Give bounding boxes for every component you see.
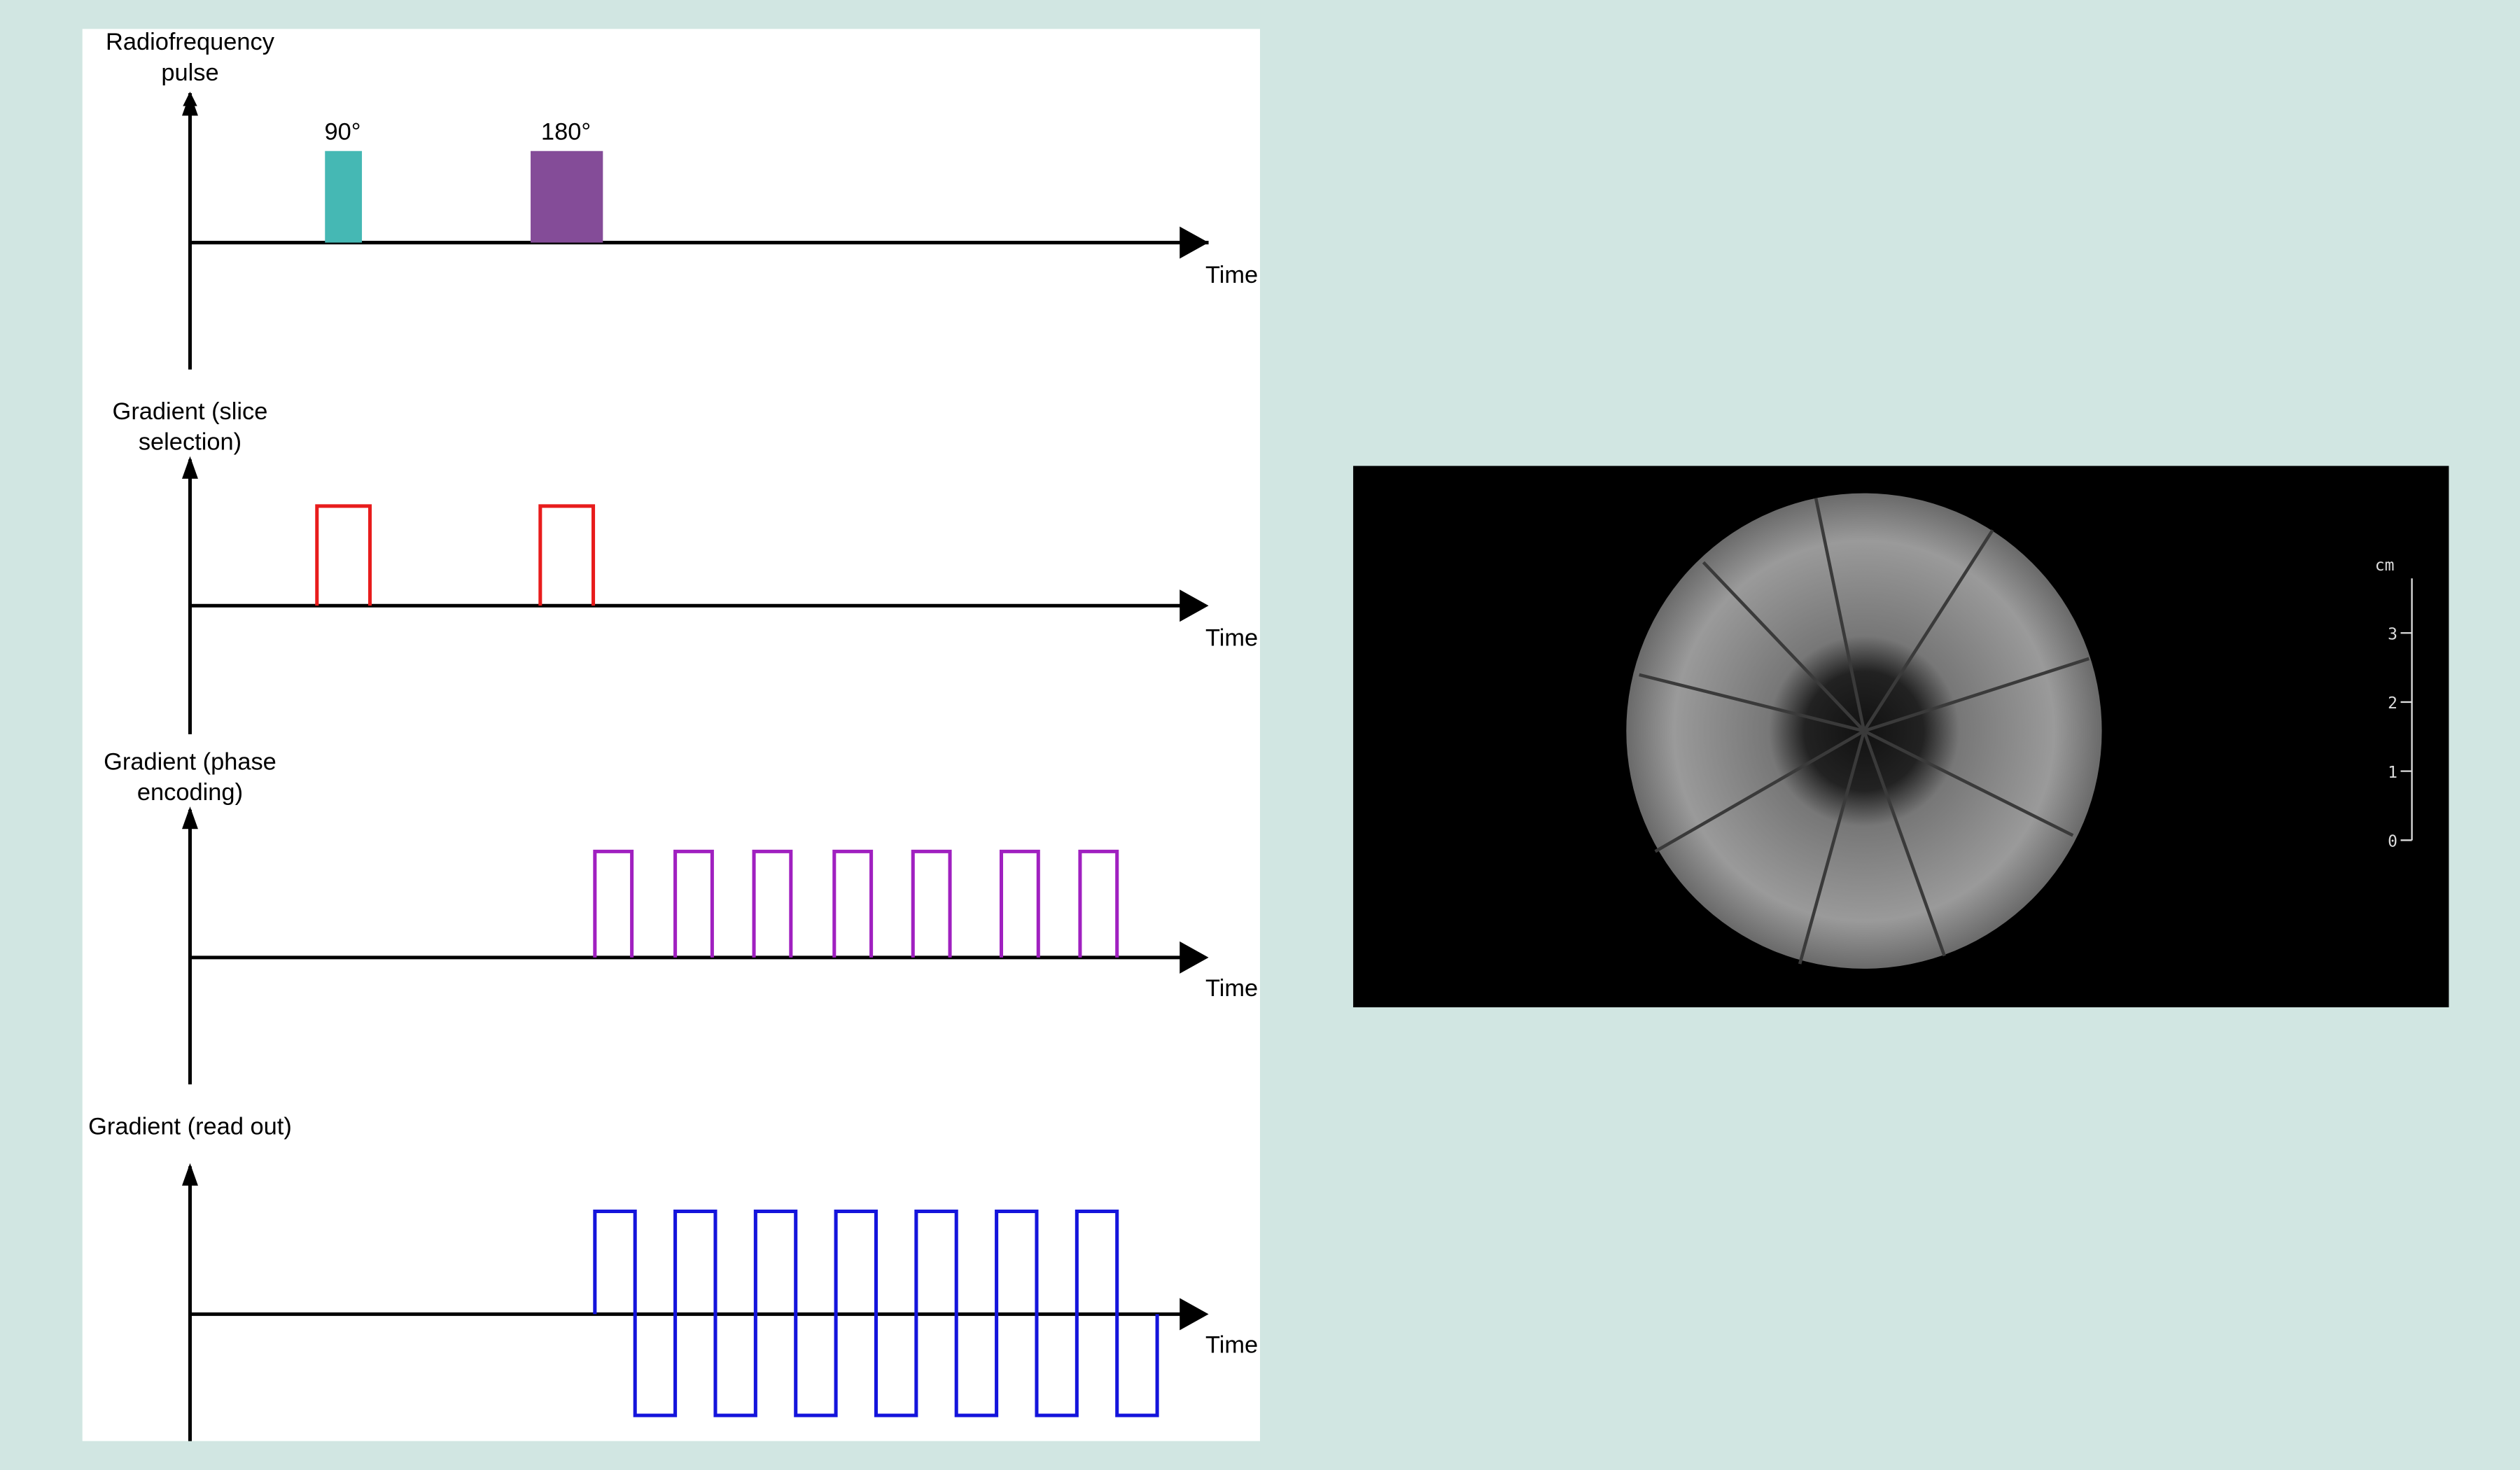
time-label: Time xyxy=(1205,625,1258,652)
scale-label: 3 xyxy=(2388,625,2398,643)
segment-lines xyxy=(1639,498,2090,965)
arrow xyxy=(182,456,198,479)
pulse-90 xyxy=(325,150,363,243)
phase-gradient xyxy=(593,849,1119,958)
readout-panel: Gradient (read out) Time xyxy=(88,1113,1258,1441)
axis-label: Gradient (phase xyxy=(104,748,276,775)
arrow xyxy=(1180,589,1209,622)
arrow xyxy=(182,93,198,116)
axis-label: Radiofrequency xyxy=(106,29,275,55)
slice-panel: Gradient (slice selection) Time xyxy=(113,398,1258,734)
axis-label: pulse xyxy=(161,59,218,86)
slice-gradient xyxy=(315,504,596,606)
time-label: Time xyxy=(1205,1331,1258,1358)
pulse-180 xyxy=(531,150,603,243)
scale-label: 2 xyxy=(2388,694,2398,713)
time-label: Time xyxy=(1205,975,1258,1002)
mri-image: cm 3 2 1 0 xyxy=(1353,465,2449,1008)
readout-gradient xyxy=(593,1209,1159,1418)
diagram-panel xyxy=(82,29,1260,1441)
scale-label: 1 xyxy=(2388,764,2398,782)
axis-label: selection) xyxy=(139,429,241,456)
axis-label: Gradient (slice xyxy=(113,398,268,425)
rf-panel: Radiofrequency pulse Time 90° 180° xyxy=(106,29,1258,370)
arrow xyxy=(1180,1298,1209,1331)
time-label: Time xyxy=(1205,262,1258,288)
arrow xyxy=(182,806,198,830)
arrow xyxy=(1180,226,1209,259)
scale-ticks xyxy=(2400,632,2412,841)
arrow xyxy=(1180,941,1209,974)
pulse-label: 180° xyxy=(541,119,591,146)
axis-label: Gradient (read out) xyxy=(88,1113,292,1140)
phase-panel: Gradient (phase encoding) Time xyxy=(104,748,1258,1085)
arrow xyxy=(182,1163,198,1186)
scale-label: 0 xyxy=(2388,833,2398,851)
scale-unit: cm xyxy=(2375,556,2395,575)
pulse-label: 90° xyxy=(324,119,360,146)
axis-label: encoding) xyxy=(137,779,243,806)
